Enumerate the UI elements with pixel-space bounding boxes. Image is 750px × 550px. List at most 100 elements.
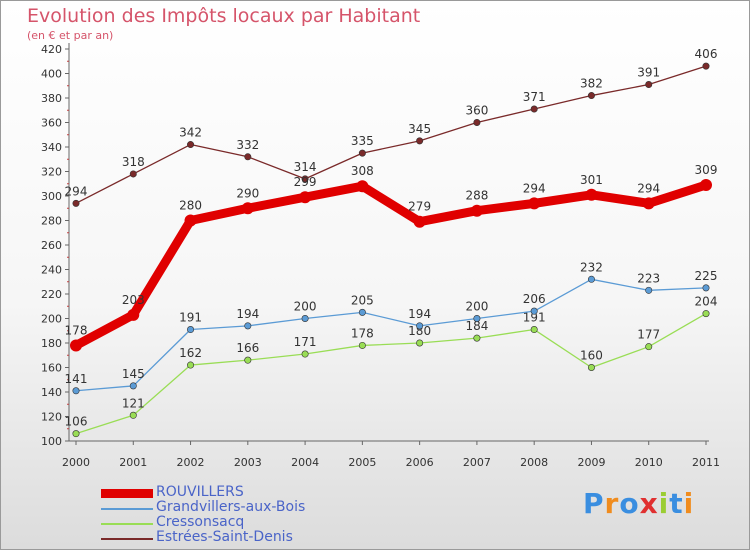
data-label: 371 [523,90,546,104]
data-point [241,202,254,215]
data-point [473,334,481,342]
series-line [75,278,707,392]
data-label: 191 [523,311,546,325]
data-label: 299 [294,175,317,189]
data-label: 314 [294,160,317,174]
data-label: 342 [179,126,202,140]
data-label: 200 [465,300,488,314]
data-point [356,180,369,193]
data-label: 178 [351,326,374,340]
data-label: 232 [580,260,603,274]
data-label: 203 [122,293,145,307]
data-label: 391 [637,66,660,80]
data-label: 290 [236,186,259,200]
data-point [244,356,252,364]
data-label: 308 [351,164,374,178]
data-label: 280 [179,199,202,213]
x-tick-label: 2002 [177,456,205,469]
y-tick-label: 240 [41,264,62,277]
x-tick-label: 2010 [635,456,663,469]
chart-subtitle: (en € et par an) [27,29,114,42]
data-label: 194 [236,307,259,321]
data-point [187,361,195,369]
data-point [358,341,366,349]
data-point [70,339,82,352]
data-label: 225 [695,269,718,283]
data-label: 206 [523,292,546,306]
y-tick-label: 380 [41,92,62,105]
data-label: 301 [580,173,603,187]
data-label: 294 [65,184,88,198]
data-label: 171 [294,335,317,349]
y-tick-label: 120 [41,411,62,424]
data-point [301,350,309,358]
data-point [129,411,137,419]
data-point [587,92,595,100]
data-label: 335 [351,134,374,148]
legend-swatch [101,508,153,510]
legend-swatch [101,523,153,525]
series-line [75,312,707,435]
data-point [299,191,312,204]
data-label: 204 [695,295,718,309]
data-label: 288 [465,189,488,203]
data-point [473,314,481,322]
data-label: 382 [580,77,603,91]
data-point [702,284,710,292]
x-tick-label: 2003 [234,456,262,469]
y-tick-label: 400 [41,68,62,81]
y-tick-label: 360 [41,117,62,130]
data-label: 141 [65,372,88,386]
data-point [358,308,366,316]
legend-label: Estrées-Saint-Denis [156,529,293,545]
data-point [72,387,80,395]
x-tick-label: 2011 [692,456,720,469]
data-label: 160 [580,349,603,363]
data-point [700,178,712,191]
y-tick-label: 420 [41,43,62,56]
legend-label: Cressonsacq [156,514,245,530]
data-label: 194 [408,307,431,321]
data-label: 318 [122,155,145,169]
data-point [702,310,710,318]
data-label: 309 [695,163,718,177]
y-tick-label: 160 [41,362,62,375]
data-label: 191 [179,311,202,325]
data-label: 294 [523,181,546,195]
y-tick-label: 340 [41,141,62,154]
y-tick-label: 320 [41,166,62,179]
data-point [244,322,252,330]
x-tick-label: 2006 [406,456,434,469]
data-point [127,308,140,321]
data-point [184,214,197,227]
x-tick-label: 2001 [119,456,147,469]
data-label: 200 [294,300,317,314]
y-tick-label: 220 [41,288,62,301]
data-point [645,343,653,351]
series-3: 294 318 342 332 314 335 345 360 371 382 391 406 [65,47,717,207]
data-point [585,188,598,201]
y-tick-label: 260 [41,239,62,252]
x-tick-label: 2004 [291,456,319,469]
data-point [642,197,655,210]
data-point [301,314,309,322]
data-point [587,363,595,371]
data-point [530,105,538,113]
legend-swatch [101,538,153,540]
data-point [72,199,80,207]
chart-title: Evolution des Impôts locaux par Habitant [27,5,421,27]
data-point [470,204,483,217]
data-label: 178 [65,323,88,337]
data-label: 294 [637,181,660,195]
legend-label: ROUVILLERS [156,484,244,500]
data-point [187,326,195,334]
data-label: 223 [637,271,660,285]
data-point [244,153,252,161]
data-point [413,215,426,228]
data-point [473,119,481,127]
y-tick-label: 280 [41,215,62,228]
data-label: 332 [236,138,259,152]
data-label: 177 [637,328,660,342]
